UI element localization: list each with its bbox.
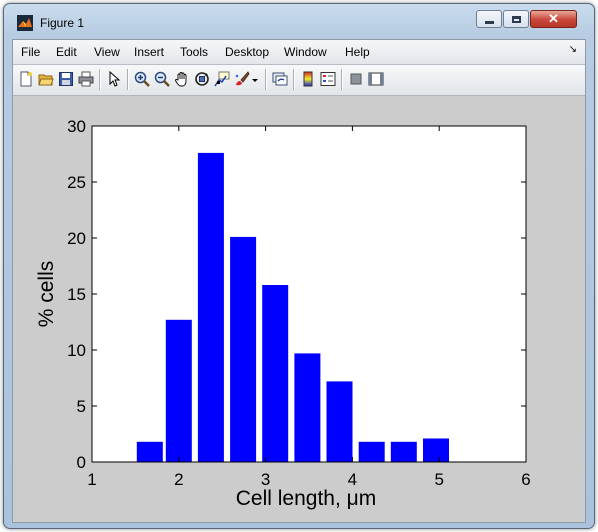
maximize-icon — [511, 15, 521, 23]
bar-7[interactable] — [358, 441, 385, 462]
bar-2[interactable] — [197, 152, 224, 462]
toolbar-separator — [341, 69, 342, 90]
menu-insert[interactable]: Insert — [134, 45, 165, 59]
bar-series — [136, 152, 449, 463]
bar-4[interactable] — [262, 285, 289, 462]
new-figure-icon[interactable] — [17, 70, 35, 88]
y-tick-label: 10 — [67, 341, 86, 360]
menu-view[interactable]: View — [94, 45, 120, 59]
bar-5[interactable] — [294, 353, 321, 462]
x-tick-label: 2 — [174, 470, 183, 489]
toolbar-separator — [293, 69, 294, 90]
legend-icon[interactable] — [319, 70, 337, 88]
y-tick-label: 15 — [67, 285, 86, 304]
colorbar-icon[interactable] — [299, 70, 317, 88]
window-title: Figure 1 — [40, 16, 85, 30]
y-tick-label: 0 — [77, 453, 86, 472]
y-tick-label: 30 — [67, 117, 86, 136]
matlab-logo-icon — [17, 15, 33, 31]
bar-0[interactable] — [136, 441, 163, 462]
bar-6[interactable] — [326, 381, 353, 462]
bar-3[interactable] — [230, 236, 257, 462]
menu-help[interactable]: Help — [345, 45, 370, 59]
bar-8[interactable] — [390, 441, 417, 462]
axis-ticks: 1 2 3 4 5 6 0 5 10 15 20 25 30 — [67, 117, 531, 489]
x-tick-label: 5 — [434, 470, 443, 489]
minimize-button[interactable] — [476, 10, 502, 28]
link-plot-icon[interactable] — [271, 70, 289, 88]
bar-9[interactable] — [423, 438, 449, 463]
save-icon[interactable] — [57, 70, 75, 88]
minimize-icon — [484, 21, 494, 24]
maximize-button[interactable] — [503, 10, 529, 28]
edit-plot-arrow-icon[interactable] — [105, 70, 123, 88]
brush-icon[interactable] — [233, 70, 251, 88]
menu-tools[interactable]: Tools — [180, 45, 209, 59]
toolbar-separator — [265, 69, 266, 90]
dock-figure-icon[interactable]: ↘ — [568, 44, 577, 55]
figure-toolbar — [13, 65, 585, 96]
data-cursor-icon[interactable] — [213, 70, 231, 88]
close-icon: ✕ — [548, 11, 559, 26]
zoom-out-icon[interactable] — [153, 70, 171, 88]
x-axis-label: Cell length, μm — [236, 487, 377, 510]
close-button[interactable]: ✕ — [530, 10, 577, 28]
y-axis-label: % cells — [35, 261, 58, 328]
x-tick-label: 6 — [521, 470, 530, 489]
brush-dropdown-icon[interactable] — [250, 70, 260, 88]
y-tick-label: 25 — [67, 173, 86, 192]
title-bar[interactable]: Figure 1 ✕ — [4, 4, 594, 36]
menu-file[interactable]: File — [21, 45, 41, 59]
x-tick-label: 4 — [348, 470, 357, 489]
pan-hand-icon[interactable] — [173, 70, 191, 88]
x-tick-label: 1 — [87, 470, 96, 489]
y-tick-label: 5 — [77, 397, 86, 416]
print-icon[interactable] — [77, 70, 95, 88]
toolbar-separator — [127, 69, 128, 90]
rotate-3d-icon[interactable] — [193, 70, 211, 88]
menu-edit[interactable]: Edit — [56, 45, 77, 59]
menu-bar: File Edit View Insert Tools Desktop Wind… — [13, 40, 585, 65]
menu-window[interactable]: Window — [284, 45, 327, 59]
x-tick-label: 3 — [261, 470, 270, 489]
y-tick-label: 20 — [67, 229, 86, 248]
menu-desktop[interactable]: Desktop — [225, 45, 270, 59]
zoom-in-icon[interactable] — [133, 70, 151, 88]
show-plot-tools-icon[interactable] — [367, 70, 385, 88]
toolbar-separator — [99, 69, 100, 90]
bar-1[interactable] — [165, 319, 192, 462]
open-file-icon[interactable] — [37, 70, 55, 88]
hide-plot-tools-icon[interactable] — [347, 70, 365, 88]
